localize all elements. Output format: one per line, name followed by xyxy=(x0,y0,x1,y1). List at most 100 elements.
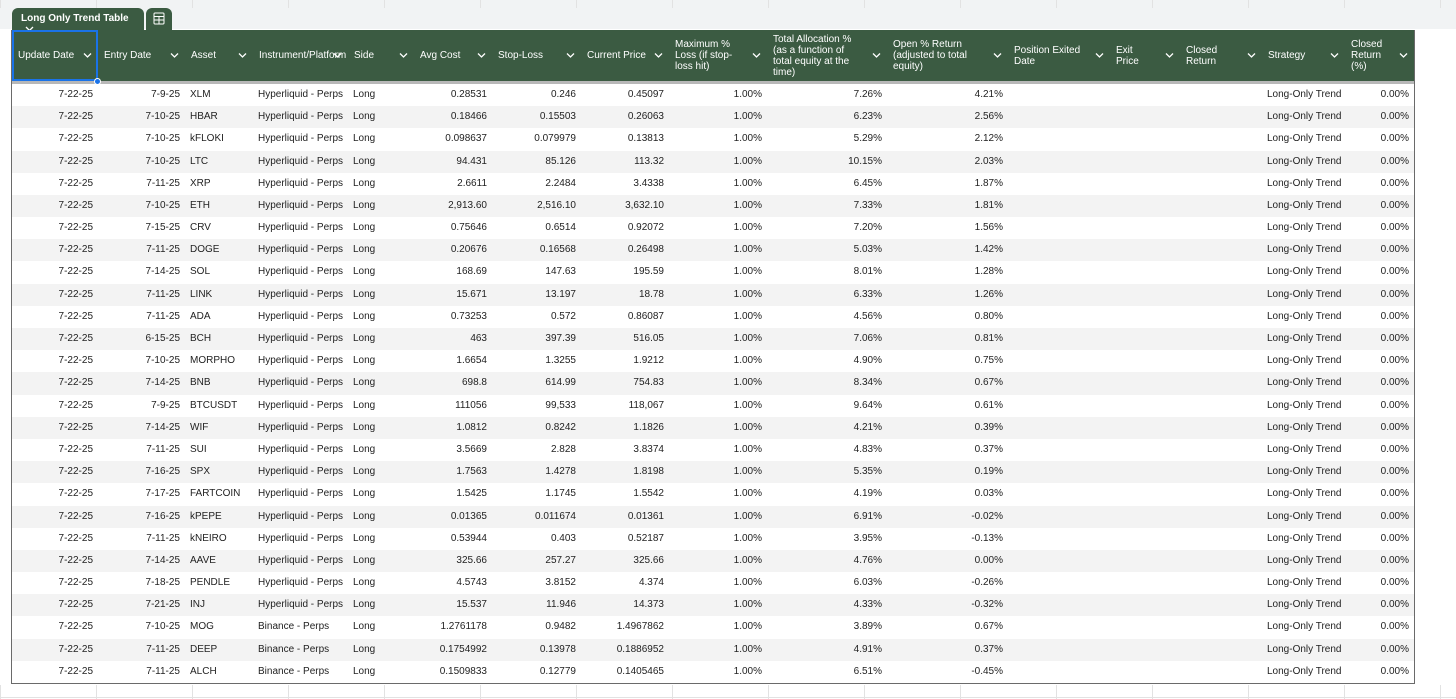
cell: Long-Only Trend xyxy=(1267,133,1342,145)
filter-dropdown[interactable] xyxy=(1165,52,1174,59)
sheet-gridline xyxy=(192,685,193,699)
header-text: Position Exited Date xyxy=(1014,44,1081,67)
cell: 3.8374 xyxy=(633,443,664,455)
cell: 7-10-25 xyxy=(145,111,180,123)
cell: 1.9212 xyxy=(633,355,664,367)
header-text: Closed Return xyxy=(1186,44,1218,67)
filter-dropdown[interactable] xyxy=(752,52,761,59)
cell: MORPHO xyxy=(190,355,235,367)
cell: Long-Only Trend xyxy=(1267,288,1342,300)
cell: 7-22-25 xyxy=(58,621,93,633)
filter-dropdown[interactable] xyxy=(83,52,92,59)
header-text: Stop-Loss xyxy=(498,50,544,61)
sheet-gridline xyxy=(576,685,577,699)
column-header: Instrument/Platform xyxy=(253,30,348,81)
cell: 6.45% xyxy=(853,177,882,189)
filter-dropdown[interactable] xyxy=(1247,52,1256,59)
sheet-gridline xyxy=(480,0,481,8)
cell: PENDLE xyxy=(190,577,231,589)
cell: 1.00% xyxy=(733,377,762,389)
cell: Long xyxy=(353,111,376,123)
cell: 1.00% xyxy=(733,155,762,167)
cell: 1.00% xyxy=(733,510,762,522)
filter-dropdown[interactable] xyxy=(566,52,575,59)
table-row xyxy=(12,660,1414,683)
cell: 0.1886952 xyxy=(616,643,664,655)
cell: 7-22-25 xyxy=(58,488,93,500)
filter-dropdown[interactable] xyxy=(993,52,1002,59)
cell: ETH xyxy=(190,199,210,211)
filter-dropdown[interactable] xyxy=(1399,52,1408,59)
filter-dropdown[interactable] xyxy=(477,52,486,59)
filter-dropdown[interactable] xyxy=(170,52,179,59)
cell: 7-11-25 xyxy=(146,643,180,655)
cell: 7-9-25 xyxy=(151,399,180,411)
cell: 7-11-25 xyxy=(146,532,180,544)
cell: 0.52187 xyxy=(627,532,664,544)
cell: 0.572 xyxy=(550,310,576,322)
sheet-gridline xyxy=(0,697,1456,698)
cell: 7-22-25 xyxy=(58,577,93,589)
column-header: Exit Price xyxy=(1110,30,1180,81)
table-view-button[interactable] xyxy=(146,8,172,30)
cell: Long xyxy=(353,89,376,100)
cell: 1.00% xyxy=(733,177,762,189)
column-header: Open % Return (adjusted to total equity) xyxy=(887,30,1008,81)
table-row xyxy=(12,261,1414,284)
table-tab[interactable]: Long Only Trend Table xyxy=(12,8,144,32)
cell: 1.00% xyxy=(733,621,762,633)
cell: 118,067 xyxy=(628,399,664,411)
sheet-gridline xyxy=(1440,685,1441,699)
cell: Long-Only Trend xyxy=(1267,510,1342,522)
cell: SOL xyxy=(190,266,211,278)
cell: BTCUSDT xyxy=(190,399,238,411)
filter-dropdown[interactable] xyxy=(1330,52,1339,59)
cell: 2.03% xyxy=(974,155,1003,167)
cell: 11.946 xyxy=(546,599,576,611)
cell: Long xyxy=(353,199,376,211)
cell: 7-10-25 xyxy=(145,133,180,145)
cell: 4.76% xyxy=(853,554,882,566)
cell: 0.00% xyxy=(1380,310,1409,322)
filter-dropdown[interactable] xyxy=(238,52,247,59)
cell: Hyperliquid - Perps xyxy=(258,89,344,100)
cell: Long xyxy=(353,266,376,278)
cell: Hyperliquid - Perps xyxy=(258,443,344,455)
filter-dropdown[interactable] xyxy=(872,52,881,59)
table-row xyxy=(12,527,1414,550)
cell: 7.20% xyxy=(853,222,882,234)
cell: 111056 xyxy=(455,399,487,411)
cell: 0.28531 xyxy=(450,89,487,100)
cell: 1.2761178 xyxy=(440,621,487,633)
cell: 18.78 xyxy=(638,288,664,300)
cell: 0.86087 xyxy=(627,310,664,322)
cell: Long-Only Trend xyxy=(1267,377,1342,389)
sheet-gridline xyxy=(1152,0,1153,8)
cell: DEEP xyxy=(190,643,218,655)
cell: 15.537 xyxy=(456,599,487,611)
cell: 5.35% xyxy=(853,466,882,478)
cell: 1.00% xyxy=(733,577,762,589)
cell: Long xyxy=(353,399,376,411)
cell: 0.00% xyxy=(1380,421,1409,433)
cell: Binance - Perps xyxy=(258,621,330,633)
filter-dropdown[interactable] xyxy=(399,52,408,59)
sheet-gridline xyxy=(672,685,673,699)
cell: 0.16568 xyxy=(539,244,576,256)
table-row xyxy=(12,594,1414,617)
header-text: Asset xyxy=(191,50,217,61)
filter-dropdown[interactable] xyxy=(1095,52,1104,59)
cell: 0.00% xyxy=(1380,89,1409,100)
filter-dropdown[interactable] xyxy=(333,52,342,59)
filter-dropdown[interactable] xyxy=(654,52,663,59)
table-row xyxy=(12,416,1414,439)
cell: 7-22-25 xyxy=(58,421,93,433)
cell: 7.26% xyxy=(853,89,882,100)
cell: 0.00% xyxy=(1380,643,1409,655)
cell: Long xyxy=(353,554,376,566)
cell: 1.00% xyxy=(733,133,762,145)
cell: Hyperliquid - Perps xyxy=(258,577,344,589)
cell: 0.00% xyxy=(1380,599,1409,611)
active-cell[interactable] xyxy=(12,30,98,81)
column-header: Avg Cost xyxy=(414,30,492,81)
